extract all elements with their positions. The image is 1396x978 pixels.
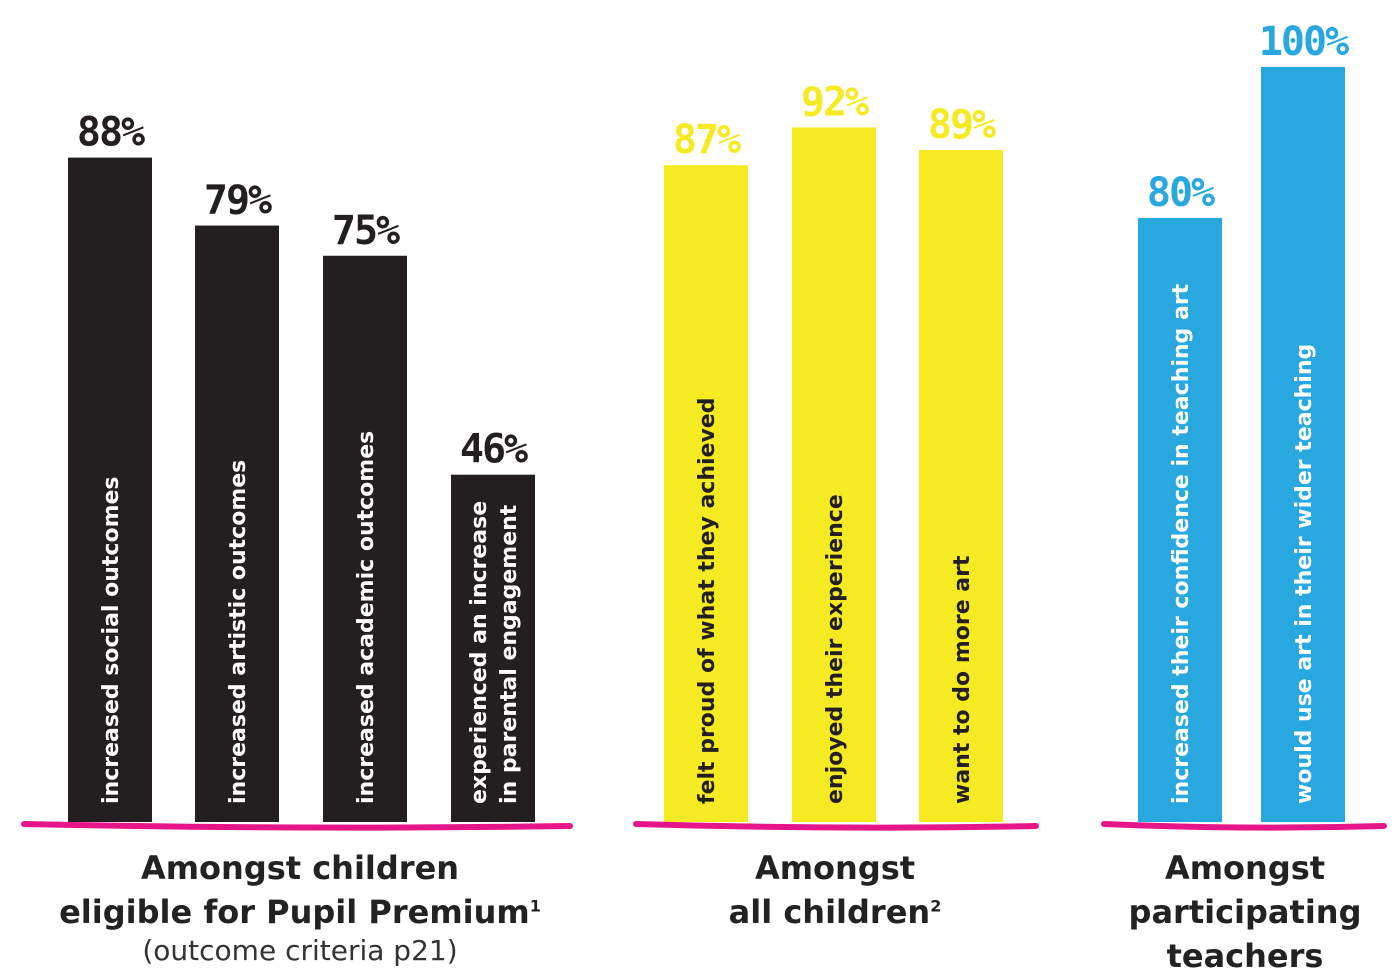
group-1-caption-subtitle: (outcome criteria p21)	[142, 934, 458, 967]
group-3-caption-line-2: participating	[1128, 893, 1362, 931]
category-label-line: increased academic outcomes	[354, 431, 379, 804]
group-1-footnote-mark: 1	[529, 896, 541, 916]
category-label-1-3: increased academic outcomes	[354, 431, 379, 804]
value-label-1-2: 79%	[204, 178, 272, 224]
bar-1-4	[451, 474, 535, 822]
category-label-line: increased their confidence in teaching a…	[1169, 283, 1194, 804]
group-1-caption: Amongst children eligible for Pupil Prem…	[20, 846, 580, 968]
category-label-line: increased social outcomes	[99, 476, 124, 804]
bar-3-1	[1138, 218, 1222, 822]
bar-2-1	[664, 165, 748, 822]
category-label-line: increased artistic outcomes	[226, 460, 251, 804]
category-label-3-2: would use art in their wider teaching	[1292, 344, 1317, 804]
bar-1-3	[323, 255, 407, 822]
group-1-caption-line-1: Amongst children	[140, 849, 460, 887]
baseline-2	[633, 821, 1039, 831]
category-label-1-4: experienced an increase in parental engag…	[467, 501, 522, 804]
bar-1-1	[68, 157, 152, 823]
group-3-caption: Amongst participating teachers	[1100, 846, 1390, 978]
value-label-1-1: 88%	[77, 110, 145, 156]
baseline-3	[1101, 821, 1387, 831]
category-label-2-2: enjoyed their experience	[823, 494, 848, 804]
value-label-3-1: 80%	[1147, 170, 1215, 216]
bar-1-2	[195, 225, 279, 823]
value-label-2-2: 92%	[801, 79, 869, 125]
group-3-caption-line-3: teachers	[1166, 937, 1324, 975]
group-1-caption-line-2: eligible for Pupil Premium	[59, 893, 530, 931]
group-2-caption: Amongst all children2	[635, 846, 1035, 934]
category-label-1-1: increased social outcomes	[99, 476, 124, 804]
group-3-caption-line-1: Amongst	[1164, 849, 1326, 887]
category-label-3-1: increased their confidence in teaching a…	[1169, 283, 1194, 804]
category-label-2-3: want to do more art	[950, 555, 975, 804]
bar-2-2	[792, 127, 876, 822]
value-label-3-2: 100%	[1259, 19, 1349, 65]
category-label-2-1: felt proud of what they achieved	[695, 398, 720, 804]
group-2-caption-line-1: Amongst	[754, 849, 916, 887]
baseline-1	[21, 821, 573, 831]
bar-2-3	[919, 150, 1003, 823]
value-label-1-4: 46%	[460, 427, 528, 473]
group-2-caption-line-2-wrap: all children2	[635, 890, 1035, 934]
category-label-1-2: increased artistic outcomes	[226, 460, 251, 804]
category-label-line: in parental engagement	[497, 504, 522, 804]
bar-3-2	[1261, 67, 1345, 822]
category-label-line: would use art in their wider teaching	[1292, 344, 1317, 804]
category-label-line: experienced an increase	[467, 501, 492, 804]
category-label-line: want to do more art	[950, 555, 975, 804]
value-label-1-3: 75%	[332, 208, 400, 254]
category-label-line: felt proud of what they achieved	[695, 398, 720, 804]
group-1-caption-line-2-wrap: eligible for Pupil Premium1	[20, 890, 580, 934]
group-2-footnote-mark: 2	[930, 896, 942, 916]
group-2-caption-line-2: all children	[728, 893, 931, 931]
value-label-2-1: 87%	[673, 117, 741, 163]
category-label-line: enjoyed their experience	[823, 494, 848, 804]
value-label-2-3: 89%	[928, 102, 996, 148]
